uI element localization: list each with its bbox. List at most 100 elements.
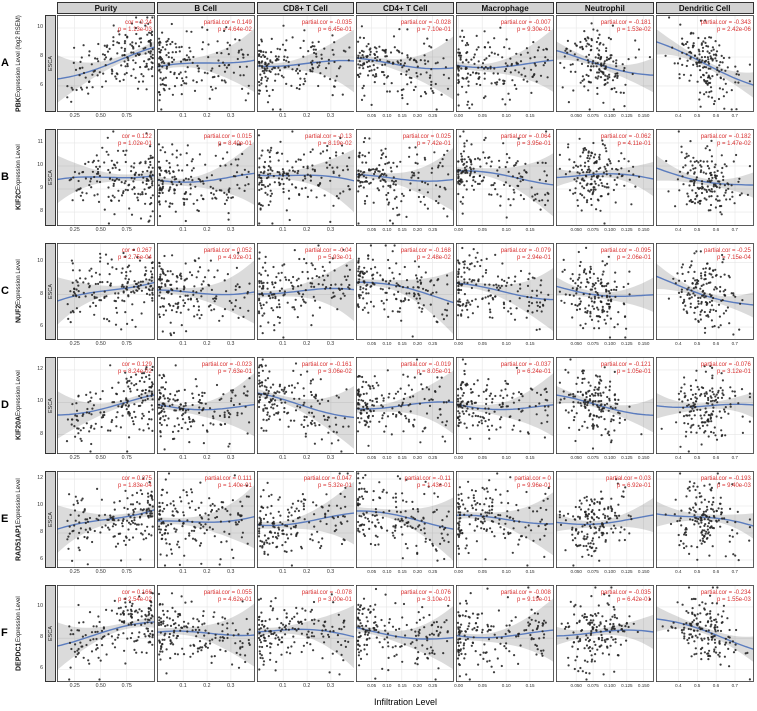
data-point [523,67,526,70]
data-point [727,56,731,59]
data-point [634,185,637,188]
data-point [270,306,273,310]
data-point [382,397,386,400]
data-point [282,190,285,194]
data-point [361,173,364,176]
data-point [158,189,161,192]
data-point [118,80,121,83]
data-point [158,291,162,294]
data-point [457,175,460,178]
data-point [500,416,503,419]
data-point [607,255,610,258]
data-point [718,315,721,318]
data-point [485,57,488,60]
data-point [95,165,98,168]
data-point [362,171,365,174]
data-point [546,58,550,61]
data-point [160,376,163,380]
x-tick-label: 0.05 [367,112,377,118]
data-point [680,145,683,148]
data-point [446,314,449,317]
data-point [281,76,285,79]
data-point [316,399,319,403]
data-point [317,184,320,187]
data-point [330,34,334,37]
data-point [736,70,739,73]
data-point [591,60,595,63]
data-point [533,56,536,59]
data-point [488,193,491,196]
data-point [387,258,390,262]
data-point [369,53,372,56]
data-point [507,170,510,174]
data-point [364,424,367,427]
data-point [608,399,611,402]
data-point [193,285,196,288]
data-point [200,79,203,82]
data-point [721,389,724,392]
data-point [583,179,586,182]
data-point [399,307,402,310]
data-point [572,192,575,195]
data-point [709,209,712,212]
data-point [382,178,386,182]
data-point [262,312,265,315]
data-point [383,73,386,77]
data-point [420,281,423,284]
data-point [302,39,305,43]
data-point [597,75,600,78]
data-point [408,68,411,71]
data-point [115,311,119,314]
data-point [213,300,216,303]
data-point [125,274,128,277]
data-point [314,393,317,396]
data-point [247,84,250,87]
data-point [185,58,189,62]
data-point [184,262,187,265]
data-point [386,90,389,93]
data-point [339,283,343,286]
data-point [280,178,283,181]
column-header-dendritic-cell: Dendritic Cell [655,2,754,14]
data-point [462,196,465,199]
data-point [395,262,398,265]
data-point [227,190,230,193]
data-point [398,213,401,216]
data-point [506,161,509,164]
data-point [76,281,79,284]
data-point [164,169,167,172]
data-point [358,75,361,78]
data-point [126,282,129,285]
data-point [89,391,92,394]
data-point [465,188,468,191]
data-point [409,403,412,406]
data-point [469,73,472,77]
data-point [109,364,112,367]
data-point [409,410,413,413]
data-point [605,186,608,189]
data-point [309,189,312,192]
data-point [559,61,562,65]
data-point [592,188,595,191]
data-point [463,162,466,165]
y-tick-label: 11 [37,138,43,145]
data-point [366,194,369,198]
data-point [404,62,407,65]
data-point [496,81,499,84]
data-point [707,74,710,77]
data-point [600,295,604,298]
data-point [146,394,149,398]
data-point [696,80,699,83]
data-point [708,77,712,80]
data-point [469,172,472,175]
data-point [277,55,280,58]
data-point [489,392,493,395]
data-point [163,388,166,391]
data-point [596,425,599,428]
data-point [590,393,594,396]
data-point [457,281,460,284]
data-point [709,36,712,39]
data-point [332,430,335,433]
x-tick-label: 0.25 [69,112,80,119]
data-point [194,378,197,381]
